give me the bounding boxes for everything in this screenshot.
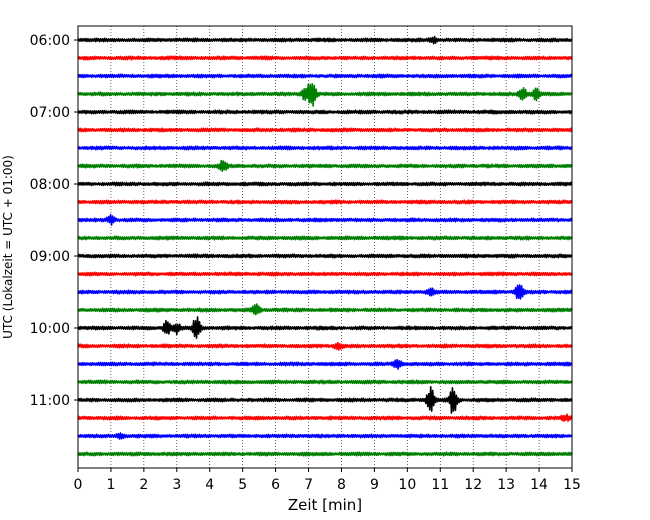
seismic-trace: [77, 73, 573, 79]
x-tick-label: 14: [530, 477, 548, 493]
x-tick-label: 15: [563, 477, 581, 493]
y-tick-label: 09:00: [30, 249, 70, 265]
x-tick-label: 3: [172, 477, 181, 493]
y-tick-label: 11:00: [30, 393, 70, 409]
seismic-trace: [77, 284, 573, 300]
x-tick-label: 5: [238, 477, 247, 493]
seismic-trace: [77, 213, 573, 226]
x-tick-label: 9: [370, 477, 379, 493]
plot-frame: [77, 25, 573, 469]
seismic-trace: [77, 181, 573, 187]
x-tick-label: 2: [139, 477, 148, 493]
seismic-trace: [77, 432, 573, 440]
x-axis-label: Zeit [min]: [288, 496, 362, 514]
y-tick-label: 06:00: [30, 33, 70, 49]
x-tick-label: 11: [431, 477, 449, 493]
x-tick-label: 12: [464, 477, 482, 493]
x-tick-label: 4: [205, 477, 214, 493]
y-tick-label: 10:00: [30, 321, 70, 337]
seismic-trace: [77, 35, 573, 45]
seismic-trace: [77, 271, 573, 277]
y-tick-label: 08:00: [30, 177, 70, 193]
seismic-trace: [77, 109, 573, 115]
y-tick-label: 07:00: [30, 105, 70, 121]
seismic-trace: [77, 358, 573, 370]
seismic-trace: [77, 253, 573, 259]
seismic-trace: [77, 159, 573, 172]
seismic-trace: [77, 55, 573, 61]
x-axis-ticks: 0 1 2 3 4 5 6 7 8 9 10 11 12 13 14 15: [74, 468, 581, 493]
y-axis-label: UTC (Lokalzeit = UTC + 01:00): [1, 155, 15, 339]
seismic-trace: [77, 127, 573, 133]
seismic-trace: [77, 451, 573, 457]
x-tick-label: 8: [337, 477, 346, 493]
seismic-trace: [77, 413, 573, 422]
x-tick-label: 10: [398, 477, 416, 493]
trace-layer: [77, 35, 573, 457]
x-tick-label: 13: [497, 477, 515, 493]
x-tick-label: 6: [271, 477, 280, 493]
x-tick-label: 1: [106, 477, 115, 493]
y-axis-ticks: 06:00 07:00 08:00 09:00 10:00 11:00: [30, 33, 78, 409]
seismic-trace: [77, 303, 573, 316]
seismic-trace: [77, 83, 573, 107]
seismic-trace: [77, 341, 573, 351]
seismic-trace: [77, 145, 573, 151]
seismic-trace: [77, 235, 573, 241]
x-tick-label: 0: [74, 477, 83, 493]
seismic-trace: [77, 379, 573, 385]
seismic-trace: [77, 386, 573, 414]
seismic-trace: [77, 316, 573, 339]
seismic-trace: [77, 199, 573, 205]
x-tick-label: 7: [304, 477, 313, 493]
